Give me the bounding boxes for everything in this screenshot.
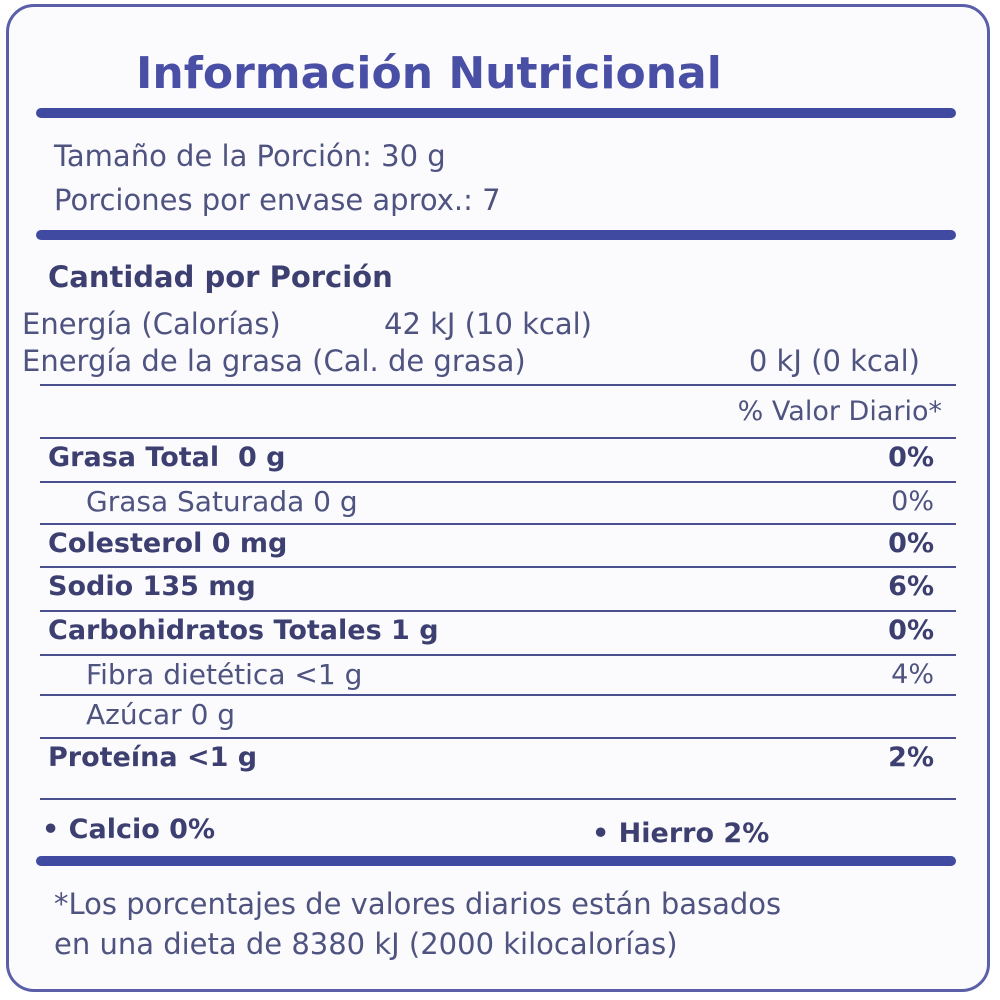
daily-value: 0%	[891, 486, 934, 517]
nutrient-name: Grasa Saturada 0 g	[86, 485, 358, 518]
servings-per-container: Porciones por envase aprox.: 7	[54, 183, 501, 217]
label-frame	[6, 4, 990, 992]
divider	[36, 108, 956, 118]
mineral: • Hierro 2%	[592, 818, 770, 849]
rule	[40, 437, 956, 439]
amount-header: Cantidad por Porción	[48, 260, 393, 294]
divider	[36, 230, 956, 240]
nutrient-name: Sodio 135 mg	[48, 571, 256, 602]
mineral: • Calcio 0%	[42, 814, 216, 845]
footnote: en una dieta de 8380 kJ (2000 kilocalorí…	[54, 927, 678, 961]
rule	[40, 798, 956, 800]
rule	[40, 694, 956, 696]
daily-value: 0%	[888, 528, 934, 559]
rule	[40, 654, 956, 656]
footnote: *Los porcentajes de valores diarios está…	[54, 887, 782, 921]
energy-value: 0 kJ (0 kcal)	[748, 344, 920, 378]
serving-size: Tamaño de la Porción: 30 g	[54, 139, 446, 173]
rule	[40, 737, 956, 739]
energy-label: Energía de la grasa (Cal. de grasa)	[22, 344, 526, 378]
daily-value: 6%	[888, 571, 934, 602]
daily-value: 0%	[888, 442, 934, 473]
daily-value: 2%	[888, 742, 934, 773]
mineral-text: Calcio 0%	[68, 814, 216, 845]
mineral-text: Hierro 2%	[618, 818, 770, 849]
rule	[40, 523, 956, 525]
daily-value: 0%	[888, 615, 934, 646]
rule	[40, 481, 956, 483]
nutrient-name: Fibra dietética <1 g	[86, 658, 363, 691]
energy-label: Energía (Calorías)	[22, 307, 281, 341]
daily-value: 4%	[891, 659, 934, 690]
rule	[40, 384, 956, 386]
rule	[40, 566, 956, 568]
nutrient-name: Azúcar 0 g	[86, 698, 236, 731]
rule	[40, 610, 956, 612]
dv-header: % Valor Diario*	[737, 396, 942, 427]
energy-value: 42 kJ (10 kcal)	[384, 307, 592, 341]
nutrient-name: Grasa Total 0 g	[48, 442, 286, 473]
nutrient-name: Colesterol 0 mg	[48, 528, 288, 559]
nutrient-name: Proteína <1 g	[48, 742, 258, 773]
divider	[36, 856, 956, 866]
nutrient-name: Carbohidratos Totales 1 g	[48, 615, 439, 646]
title: Información Nutricional	[136, 48, 722, 99]
